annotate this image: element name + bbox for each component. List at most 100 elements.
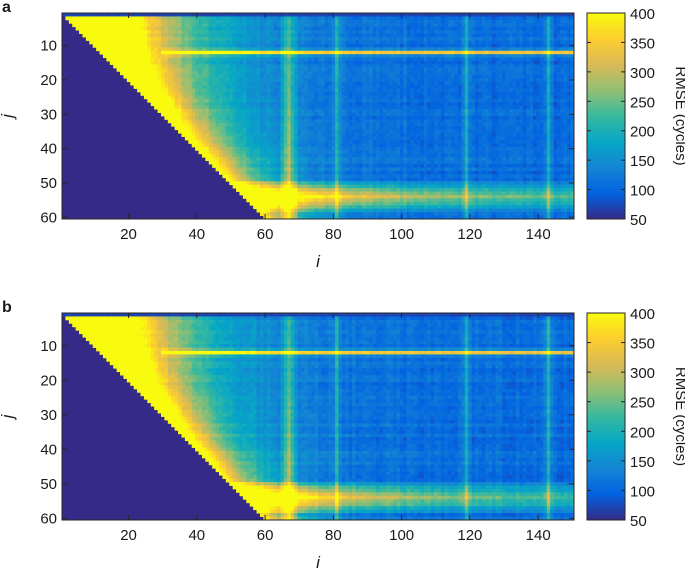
heatmap-cell — [307, 16, 312, 21]
heatmap-cell — [198, 122, 203, 127]
heatmap-cell — [372, 13, 377, 17]
heatmap-cell — [416, 98, 421, 103]
heatmap-cell — [396, 119, 401, 124]
heatmap-cell — [475, 119, 479, 124]
heatmap-cell — [434, 126, 438, 131]
heatmap-cell — [174, 50, 179, 55]
heatmap-cell — [471, 16, 476, 21]
heatmap-cell — [277, 116, 281, 120]
heatmap-cell — [389, 136, 394, 141]
heatmap-cell — [539, 129, 544, 134]
heatmap-cell — [249, 91, 254, 96]
heatmap-cell — [488, 37, 493, 41]
heatmap-cell — [485, 13, 490, 17]
heatmap-cell — [246, 19, 251, 24]
heatmap-cell — [174, 19, 179, 24]
heatmap-cell — [396, 50, 401, 55]
heatmap-cell — [106, 33, 111, 38]
heatmap-cell — [137, 57, 141, 62]
heatmap-cell — [300, 98, 305, 103]
heatmap-cell — [410, 122, 414, 127]
heatmap-cell — [321, 64, 326, 69]
heatmap-cell — [208, 23, 213, 28]
heatmap-cell — [355, 30, 360, 34]
heatmap-cell — [505, 129, 510, 134]
heatmap-cell — [287, 30, 292, 34]
heatmap-cell — [382, 71, 387, 76]
heatmap-cell — [297, 71, 302, 76]
heatmap-cell — [475, 50, 479, 55]
heatmap-cell — [321, 102, 326, 107]
heatmap-cell — [440, 98, 445, 103]
heatmap-cell — [376, 129, 380, 134]
heatmap-cell — [352, 40, 356, 45]
heatmap-cell — [352, 78, 356, 83]
heatmap-cell — [454, 74, 459, 79]
heatmap-cell — [505, 54, 510, 59]
heatmap-cell — [492, 64, 496, 69]
heatmap-cell — [259, 119, 264, 124]
heatmap-cell — [287, 133, 292, 137]
heatmap-cell — [495, 116, 500, 120]
heatmap-cell — [556, 67, 561, 72]
heatmap-cell — [519, 13, 524, 17]
heatmap-cell — [208, 140, 213, 144]
heatmap-cell — [266, 116, 271, 120]
heatmap-cell — [219, 105, 223, 110]
heatmap-cell — [321, 37, 326, 41]
heatmap-cell — [96, 16, 100, 21]
heatmap-cell — [526, 112, 531, 117]
heatmap-cell — [563, 50, 568, 55]
heatmap-cell — [191, 40, 196, 45]
heatmap-cell — [471, 112, 476, 117]
heatmap-cell — [300, 109, 305, 113]
heatmap-cell — [386, 40, 391, 45]
heatmap-cell — [533, 98, 537, 103]
heatmap-cell — [563, 67, 568, 72]
heatmap-cell — [328, 136, 333, 141]
heatmap-cell — [434, 81, 438, 86]
heatmap-cell — [485, 122, 490, 127]
heatmap-cell — [126, 30, 131, 34]
heatmap-cell — [434, 85, 438, 89]
heatmap-cell — [331, 85, 336, 89]
heatmap-cell — [307, 98, 312, 103]
heatmap-cell — [106, 19, 111, 24]
heatmap-cell — [290, 50, 295, 55]
heatmap-cell — [266, 91, 271, 96]
heatmap-cell — [478, 71, 483, 76]
heatmap-cell — [205, 74, 210, 79]
heatmap-cell — [222, 74, 227, 79]
heatmap-cell — [461, 26, 466, 31]
heatmap-cell — [314, 54, 319, 59]
heatmap-cell — [454, 102, 459, 107]
heatmap-cell — [505, 47, 510, 52]
heatmap-cell — [348, 26, 353, 31]
heatmap-cell — [447, 47, 452, 52]
heatmap-cell — [219, 91, 223, 96]
heatmap-cell — [198, 133, 203, 137]
heatmap-cell — [311, 133, 315, 137]
heatmap-cell — [215, 102, 220, 107]
heatmap-cell — [157, 95, 162, 100]
heatmap-cell — [178, 37, 182, 41]
heatmap-cell — [96, 37, 100, 41]
heatmap-cell — [539, 126, 544, 131]
heatmap-cell — [365, 23, 370, 28]
heatmap-cell — [263, 37, 268, 41]
heatmap-cell — [171, 71, 176, 76]
heatmap-cell — [328, 43, 333, 48]
heatmap-cell — [307, 23, 312, 28]
heatmap-cell — [304, 23, 309, 28]
heatmap-cell — [358, 95, 363, 100]
heatmap-cell — [171, 122, 176, 127]
heatmap-cell — [321, 133, 326, 137]
heatmap-cell — [147, 37, 152, 41]
heatmap-cell — [461, 16, 466, 21]
heatmap-cell — [143, 78, 148, 83]
heatmap-cell — [403, 78, 408, 83]
heatmap-cell — [413, 95, 418, 100]
heatmap-cell — [444, 54, 449, 59]
heatmap-cell — [526, 88, 531, 93]
heatmap-cell — [321, 136, 326, 141]
